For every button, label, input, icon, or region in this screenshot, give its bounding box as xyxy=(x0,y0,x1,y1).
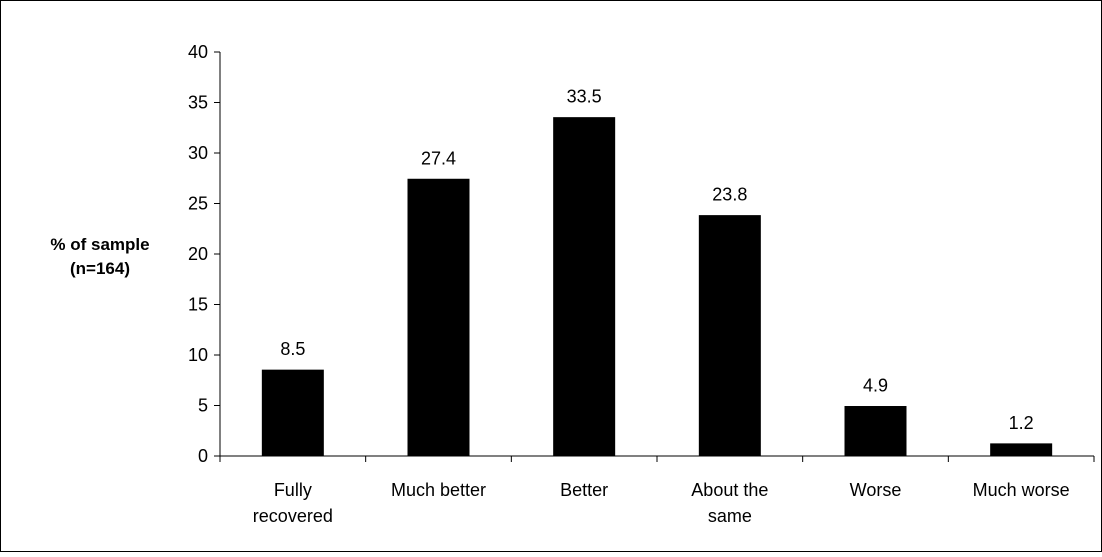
data-labels: 8.5 27.4 33.5 23.8 4.9 1.2 xyxy=(280,87,1033,433)
bar xyxy=(261,369,324,457)
x-category-label: Better xyxy=(560,480,608,500)
y-axis-ticks: 0 5 10 15 20 25 30 35 40 xyxy=(188,42,220,466)
x-category-label: Fully xyxy=(274,480,312,500)
y-tick-label: 20 xyxy=(188,244,208,264)
y-tick-label: 25 xyxy=(188,194,208,214)
bar xyxy=(698,215,761,457)
x-category-label: same xyxy=(708,506,752,526)
y-tick-label: 30 xyxy=(188,143,208,163)
x-category-label: Much better xyxy=(391,480,486,500)
data-label: 1.2 xyxy=(1009,413,1034,433)
y-axis-title: % of sample (n=164) xyxy=(50,235,149,278)
x-category-label: recovered xyxy=(253,506,333,526)
y-tick-label: 40 xyxy=(188,42,208,62)
data-label: 23.8 xyxy=(712,185,747,205)
bar xyxy=(844,406,907,457)
y-axis-title-line-1: % of sample xyxy=(50,235,149,254)
x-axis-labels: Fully recovered Much better Better About the… xyxy=(253,480,1070,526)
x-category-label: Much worse xyxy=(973,480,1070,500)
data-label: 8.5 xyxy=(280,339,305,359)
data-label: 4.9 xyxy=(863,376,888,396)
y-tick-label: 0 xyxy=(198,446,208,466)
bar xyxy=(990,443,1053,457)
bar xyxy=(553,117,616,457)
x-category-label: About the xyxy=(691,480,768,500)
y-axis-title-line-2: (n=164) xyxy=(70,259,130,278)
y-tick-label: 35 xyxy=(188,93,208,113)
bars xyxy=(261,117,1053,457)
y-tick-label: 15 xyxy=(188,295,208,315)
y-tick-label: 5 xyxy=(198,396,208,416)
x-category-label: Worse xyxy=(850,480,902,500)
data-label: 33.5 xyxy=(567,87,602,107)
bar xyxy=(407,178,470,457)
data-label: 27.4 xyxy=(421,148,456,168)
y-tick-label: 10 xyxy=(188,345,208,365)
